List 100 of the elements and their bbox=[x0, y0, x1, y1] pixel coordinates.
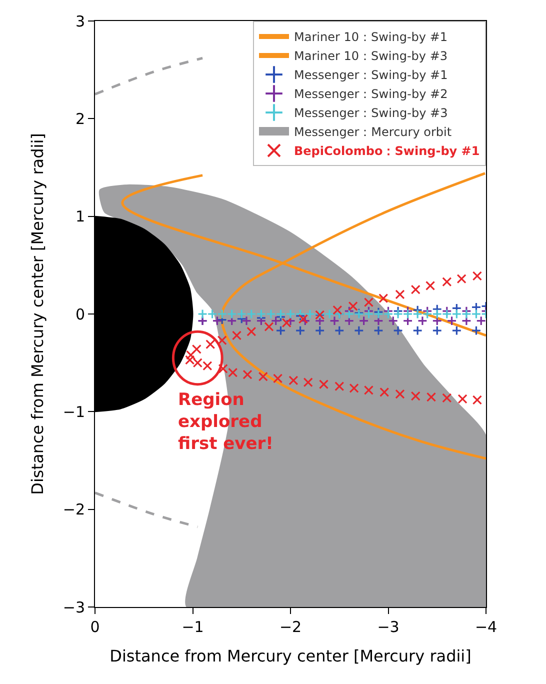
point bbox=[410, 391, 420, 401]
point bbox=[217, 309, 228, 319]
point bbox=[373, 326, 384, 336]
point bbox=[332, 305, 342, 315]
point bbox=[286, 309, 296, 319]
point bbox=[232, 330, 242, 340]
point bbox=[217, 336, 227, 346]
legend-label: Messenger：Swing-by #3 bbox=[294, 106, 448, 120]
point bbox=[242, 316, 252, 326]
y-tick-label: −1 bbox=[62, 402, 85, 421]
point bbox=[422, 309, 432, 319]
point bbox=[393, 326, 404, 336]
point bbox=[471, 326, 482, 336]
x-tick-label: −1 bbox=[182, 618, 204, 636]
point bbox=[236, 309, 247, 319]
point bbox=[442, 393, 452, 403]
point bbox=[349, 383, 359, 394]
point bbox=[358, 316, 369, 326]
point bbox=[344, 316, 354, 326]
point bbox=[410, 284, 420, 294]
point bbox=[476, 316, 486, 326]
legend-label: Mariner 10：Swing-by #3 bbox=[294, 49, 448, 64]
point bbox=[318, 380, 329, 390]
point bbox=[246, 326, 256, 336]
point bbox=[412, 309, 423, 319]
point bbox=[395, 389, 405, 399]
y-axis-title: Distance from Mercury center [Mercury radii] bbox=[28, 133, 47, 495]
y-tick-label: −3 bbox=[62, 598, 85, 616]
point bbox=[380, 387, 390, 397]
point bbox=[388, 316, 398, 326]
point bbox=[264, 322, 274, 332]
point bbox=[266, 309, 276, 319]
point bbox=[432, 326, 442, 336]
point bbox=[314, 326, 325, 336]
point bbox=[329, 316, 340, 326]
point bbox=[425, 280, 436, 290]
y-tick-label: −2 bbox=[62, 500, 85, 519]
point bbox=[417, 316, 428, 326]
point bbox=[228, 368, 238, 378]
point bbox=[402, 316, 413, 326]
point bbox=[472, 395, 482, 405]
point bbox=[364, 297, 374, 308]
y-tick-label: 1 bbox=[75, 208, 85, 226]
point bbox=[373, 316, 384, 326]
point bbox=[295, 326, 306, 336]
point bbox=[461, 316, 472, 326]
point bbox=[226, 309, 237, 319]
point bbox=[426, 392, 436, 402]
point bbox=[412, 326, 423, 336]
point bbox=[402, 309, 413, 319]
point bbox=[282, 318, 292, 328]
point bbox=[192, 344, 202, 354]
point bbox=[305, 309, 316, 319]
point bbox=[442, 276, 452, 287]
point bbox=[472, 271, 482, 281]
point bbox=[212, 316, 222, 326]
point bbox=[334, 381, 344, 392]
point bbox=[198, 309, 208, 319]
point bbox=[452, 309, 462, 319]
x-tick-label: −4 bbox=[474, 618, 498, 636]
annotation: Region explored first ever! bbox=[178, 390, 274, 454]
y-tick-label: 3 bbox=[75, 12, 85, 30]
point bbox=[383, 309, 394, 319]
y-tick-label: 0 bbox=[75, 305, 85, 324]
point bbox=[314, 316, 325, 326]
point bbox=[354, 326, 364, 336]
point bbox=[242, 370, 252, 380]
point bbox=[364, 309, 374, 319]
legend-label: BepiColombo：Swing-by #1 bbox=[294, 144, 480, 158]
point bbox=[395, 290, 405, 300]
point bbox=[432, 309, 442, 319]
point bbox=[378, 294, 388, 304]
point bbox=[256, 309, 266, 319]
y-tick-label: 2 bbox=[75, 110, 85, 128]
point bbox=[218, 364, 228, 374]
x-tick-label: −3 bbox=[377, 618, 400, 636]
point bbox=[207, 309, 218, 319]
point bbox=[344, 309, 354, 319]
point bbox=[432, 316, 442, 326]
legend-label: Messenger：Swing-by #2 bbox=[294, 87, 448, 102]
point bbox=[186, 350, 196, 360]
point bbox=[471, 309, 482, 319]
point bbox=[256, 316, 266, 326]
x-tick-label: 0 bbox=[90, 618, 100, 636]
point bbox=[258, 372, 268, 382]
legend-label: Messenger：Mercury orbit bbox=[294, 125, 452, 140]
point bbox=[324, 309, 335, 319]
point bbox=[364, 385, 374, 395]
point bbox=[288, 376, 298, 386]
point bbox=[272, 374, 283, 384]
point bbox=[276, 326, 286, 336]
point bbox=[206, 339, 216, 350]
point bbox=[276, 309, 286, 319]
point bbox=[303, 378, 313, 388]
point bbox=[270, 316, 281, 326]
point bbox=[446, 316, 457, 326]
point bbox=[246, 309, 256, 319]
point bbox=[471, 302, 482, 312]
x-tick-label: −2 bbox=[279, 618, 302, 636]
legend-label: Messenger：Swing-by #1 bbox=[294, 68, 448, 82]
